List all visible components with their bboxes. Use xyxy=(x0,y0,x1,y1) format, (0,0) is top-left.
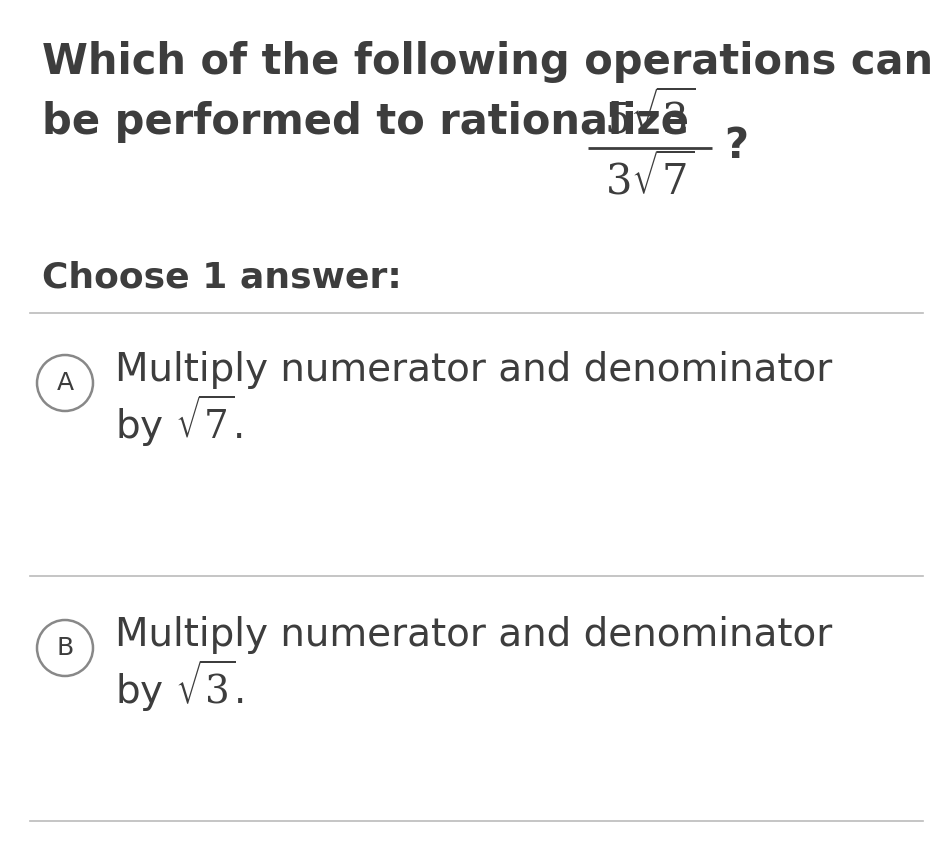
Text: by $\sqrt{7}$.: by $\sqrt{7}$. xyxy=(115,393,243,449)
Text: Multiply numerator and denominator: Multiply numerator and denominator xyxy=(115,616,831,654)
Text: Multiply numerator and denominator: Multiply numerator and denominator xyxy=(115,351,831,389)
Text: $5\sqrt{3}$: $5\sqrt{3}$ xyxy=(604,90,695,142)
Text: $3\sqrt{7}$: $3\sqrt{7}$ xyxy=(605,154,694,203)
Text: by $\sqrt{3}$.: by $\sqrt{3}$. xyxy=(115,658,244,715)
Text: Which of the following operations can: Which of the following operations can xyxy=(42,41,932,83)
Text: A: A xyxy=(56,371,73,395)
Text: be performed to rationalize: be performed to rationalize xyxy=(42,101,688,143)
Text: B: B xyxy=(56,636,73,660)
Text: Choose 1 answer:: Choose 1 answer: xyxy=(42,261,402,295)
Text: ?: ? xyxy=(724,125,747,167)
